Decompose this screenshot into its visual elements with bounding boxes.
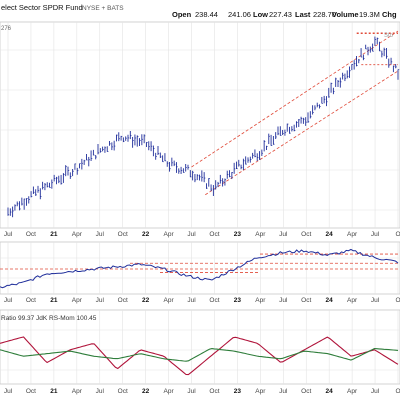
x-tick-label: Apr: [255, 297, 266, 304]
x-tick-label: Oct: [301, 231, 311, 238]
x-tick-label: 22: [142, 388, 150, 395]
channel-lower: [205, 70, 399, 196]
volume-value: 19.3M: [359, 10, 380, 19]
x-tick-label: 22: [142, 297, 150, 304]
x-tick-label: 23: [234, 297, 242, 304]
x-tick-label: 24: [326, 231, 334, 238]
chart-title: elect Sector SPDR Fund: [1, 3, 83, 12]
x-tick-label: Jul: [187, 231, 196, 238]
x-tick-label: O: [395, 297, 400, 304]
chg-label: Chg: [382, 10, 397, 19]
exchange-label: NYSE + BATS: [82, 5, 124, 12]
x-tick-label: Oct: [118, 388, 128, 395]
x-tick-label: Jul: [279, 297, 288, 304]
x-tick-label: Jul: [187, 388, 196, 395]
x-tick-label: Oct: [301, 388, 311, 395]
x-tick-label: Jul: [371, 297, 380, 304]
x-tick-label: Apr: [347, 388, 358, 395]
x-tick-label: O: [395, 388, 400, 395]
x-tick-label: Apr: [72, 231, 83, 238]
low-label: Low: [253, 10, 268, 19]
x-tick-label: Apr: [347, 231, 358, 238]
rs-momentum-line: [0, 348, 399, 362]
x-tick-label: 24: [326, 388, 334, 395]
x-tick-label: 24: [326, 297, 334, 304]
x-tick-label: Jul: [96, 297, 105, 304]
x-axis-labels: Jul Jul Jul Oct Oct Oct 21 21 21 Apr Apr Apr Jul Jul J…: [4, 231, 400, 395]
x-tick-label: Jul: [279, 231, 288, 238]
x-tick-label: Jul: [96, 388, 105, 395]
open-label: Open: [172, 10, 192, 19]
side-label: 276: [1, 26, 12, 32]
x-tick-label: Jul: [4, 231, 13, 238]
x-tick-label: 21: [50, 297, 58, 304]
x-tick-label: 21: [50, 388, 58, 395]
x-tick-label: Jul: [187, 297, 196, 304]
x-tick-label: O: [395, 231, 400, 238]
x-tick-label: Oct: [26, 231, 36, 238]
x-tick-label: Apr: [255, 231, 266, 238]
x-tick-label: 23: [234, 388, 242, 395]
high-value: 241.06: [228, 10, 251, 19]
price-panel: [0, 21, 400, 229]
x-tick-label: Oct: [209, 297, 219, 304]
x-tick-label: Oct: [118, 297, 128, 304]
x-tick-label: Apr: [255, 388, 266, 395]
watermark: Sto: [384, 33, 394, 39]
volume-label: Volume: [332, 10, 359, 19]
price-bars: [7, 36, 400, 218]
x-tick-label: 21: [50, 231, 58, 238]
x-tick-label: 23: [234, 231, 242, 238]
x-tick-label: Jul: [371, 231, 380, 238]
x-tick-label: Apr: [164, 388, 175, 395]
ratio-series-line: [0, 248, 399, 289]
x-tick-label: Jul: [4, 388, 13, 395]
x-tick-label: Oct: [209, 388, 219, 395]
rs-lines: [0, 336, 399, 376]
ratio-legend: Ratio 99.37 JdK RS-Mom 100.45: [1, 315, 97, 322]
grid-lines: [0, 22, 400, 384]
last-label: Last: [295, 10, 311, 19]
x-tick-label: Apr: [164, 231, 175, 238]
x-tick-label: Oct: [26, 388, 36, 395]
x-tick-label: Oct: [118, 231, 128, 238]
x-tick-label: Oct: [209, 231, 219, 238]
x-tick-label: Apr: [164, 297, 175, 304]
x-tick-label: Oct: [26, 297, 36, 304]
x-tick-label: Apr: [72, 388, 83, 395]
ratio-panel: [0, 241, 400, 295]
ratio-line: [0, 248, 399, 289]
x-tick-label: Oct: [301, 297, 311, 304]
x-tick-label: Jul: [371, 388, 380, 395]
rrg-panel: [0, 309, 400, 385]
low-value: 227.43: [269, 10, 292, 19]
open-value: 238.44: [195, 10, 218, 19]
x-tick-label: 22: [142, 231, 150, 238]
x-tick-label: Apr: [347, 297, 358, 304]
x-tick-label: Jul: [279, 388, 288, 395]
x-tick-label: Jul: [4, 297, 13, 304]
x-tick-label: Apr: [72, 297, 83, 304]
x-tick-label: Jul: [96, 231, 105, 238]
channel-upper: [191, 30, 399, 168]
last-value: 228.70: [313, 10, 336, 19]
trend-lines: [0, 30, 400, 273]
